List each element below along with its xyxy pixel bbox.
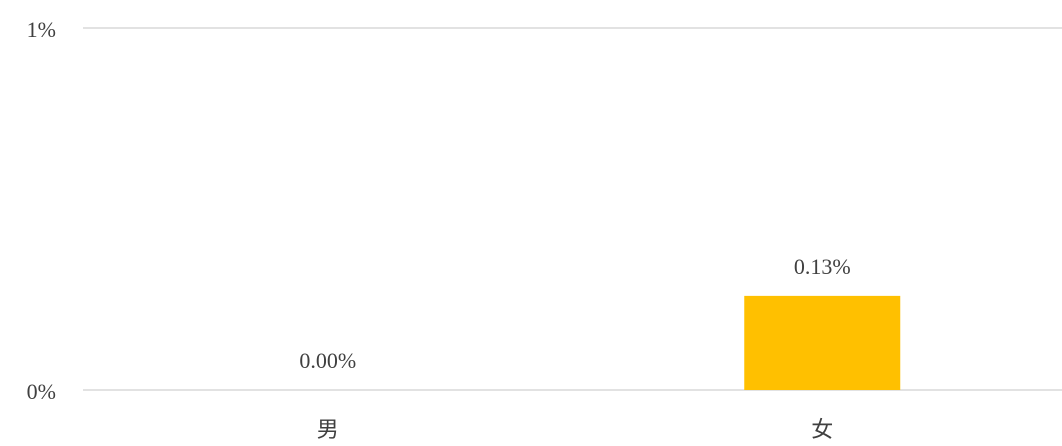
y-tick-label: 0% [27, 379, 56, 404]
x-tick-label: 女 [811, 417, 833, 442]
bar [744, 295, 901, 390]
y-tick-label: 1% [27, 17, 56, 42]
data-label: 0.13% [794, 254, 851, 279]
data-label: 0.00% [299, 348, 356, 373]
x-tick-label: 男 [317, 417, 339, 442]
